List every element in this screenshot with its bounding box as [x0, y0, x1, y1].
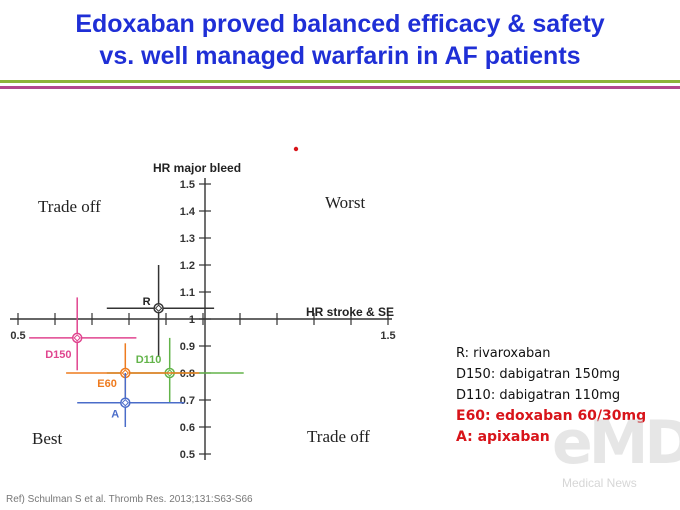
y-tick-label: 1.1	[180, 287, 195, 299]
point-d150	[71, 332, 83, 344]
slide-title: Edoxaban proved balanced efficacy & safe…	[0, 8, 680, 72]
quadrant-label-bottom-right: Trade off	[307, 427, 370, 446]
legend-item-a: A: apixaban	[456, 429, 550, 445]
title-line-1: Edoxaban proved balanced efficacy & safe…	[75, 10, 605, 38]
y-tick-label: 0.7	[180, 395, 195, 407]
point-r	[153, 302, 164, 314]
watermark-logo-text: eMD	[552, 408, 680, 478]
title-rule-magenta	[0, 86, 680, 89]
watermark-subtitle: Medical News	[562, 476, 637, 490]
red-dot-marker	[293, 146, 299, 152]
legend-item-e60: E60: edoxaban 60/30mg	[456, 408, 647, 424]
point-a	[120, 397, 131, 408]
legend-item-d110: D110: dabigatran 110mg	[456, 388, 621, 403]
title-line-2: vs. well managed warfarin in AF patients	[99, 42, 581, 70]
legend: R: rivaroxaban D150: dabigatran 150mg D1…	[456, 343, 646, 448]
x-tick-label: 0.5	[10, 330, 25, 342]
legend-item-d150: D150: dabigatran 150mg	[456, 367, 621, 382]
y-tick-label: 0.5	[180, 449, 195, 461]
point-label-e60: E60	[97, 378, 117, 390]
reference-citation: Ref) Schulman S et al. Thromb Res. 2013;…	[6, 494, 253, 505]
point-marker-r	[154, 304, 163, 312]
point-label-a: A	[111, 409, 119, 421]
point-label-d110: D110	[136, 354, 162, 366]
point-marker-a	[121, 398, 130, 407]
point-marker-d150	[73, 334, 81, 342]
y-tick-label: 1.3	[180, 233, 195, 245]
y-tick-label: 0.6	[180, 422, 195, 434]
quadrant-label-top-right: Worst	[325, 193, 365, 212]
y-tick-label: 1	[189, 314, 195, 326]
emd-watermark-logo: eMD Medical News	[540, 408, 680, 498]
y-tick-label: 1.5	[180, 179, 195, 191]
y-axis-label: HR major bleed	[153, 161, 241, 175]
y-tick-label: 0.9	[180, 341, 195, 353]
y-tick-label: 1.2	[180, 260, 195, 272]
point-marker-e60	[121, 369, 130, 377]
quadrant-label-top-left: Trade off	[38, 197, 101, 216]
legend-item-r: R: rivaroxaban	[456, 346, 551, 361]
title-rule-green	[0, 80, 680, 83]
y-tick-label: 0.8	[180, 368, 195, 380]
quadrant-label-bottom-left: Best	[32, 429, 63, 448]
x-axis-label: HR stroke & SE	[306, 305, 394, 319]
y-tick-label: 1.4	[180, 206, 196, 218]
x-tick-label: 1.5	[380, 330, 395, 342]
point-label-r: R	[143, 296, 151, 308]
point-label-d150: D150	[45, 349, 71, 361]
